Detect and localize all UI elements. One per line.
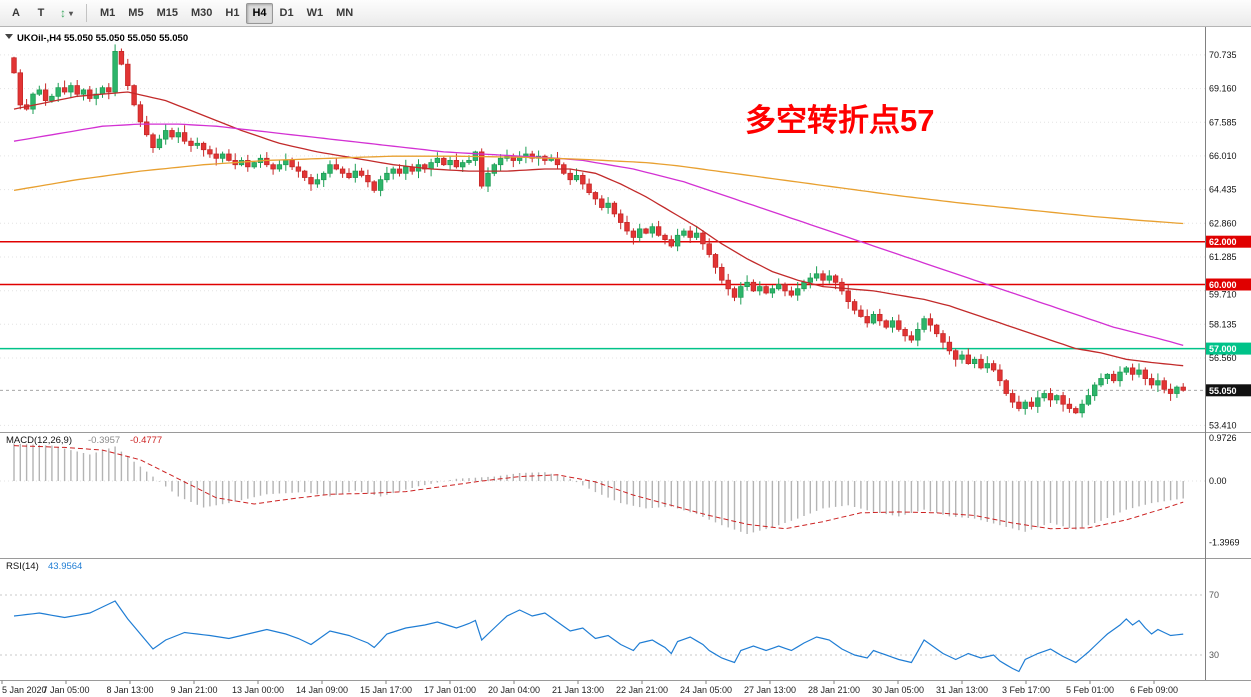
timeframe-button-M15[interactable]: M15 (151, 3, 184, 24)
macd-signal-line (13, 445, 1184, 530)
svg-text:17 Jan 01:00: 17 Jan 01:00 (424, 685, 476, 695)
svg-text:0.9726: 0.9726 (1209, 433, 1237, 443)
svg-text:22 Jan 21:00: 22 Jan 21:00 (616, 685, 668, 695)
timeframe-button-W1[interactable]: W1 (301, 3, 330, 24)
price-tag-60.000: 60.000 (1206, 278, 1251, 291)
svg-text:15 Jan 17:00: 15 Jan 17:00 (360, 685, 412, 695)
svg-text:55.050: 55.050 (1209, 386, 1237, 396)
toolbar: A T ↕ ▾ M1 M5 M15 M30 H1 H4 D1 W1 MN (0, 0, 1251, 27)
svg-text:UKOil-,H4 55.050 55.050 55.050: UKOil-,H4 55.050 55.050 55.050 55.050 (17, 33, 188, 44)
svg-text:59.710: 59.710 (1209, 290, 1237, 300)
price-axis: 70.735 69.160 67.585 66.010 64.435 62.860 61.2… (1205, 27, 1240, 680)
svg-text:30: 30 (1209, 650, 1219, 660)
ma-line-slow-orange (13, 155, 1184, 225)
svg-text:-0.4777: -0.4777 (130, 435, 162, 446)
macd-label: MACD(12,26,9) -0.3957 -0.4777 (6, 435, 162, 446)
svg-text:5 Feb 01:00: 5 Feb 01:00 (1066, 685, 1114, 695)
macd-histogram (13, 443, 1184, 534)
svg-text:多空转折点57: 多空转折点57 (745, 103, 934, 138)
svg-text:64.435: 64.435 (1209, 185, 1237, 195)
panel-separators (0, 432, 1251, 681)
svg-text:-1.3969: -1.3969 (1209, 538, 1240, 548)
svg-text:62.000: 62.000 (1209, 237, 1237, 247)
svg-text:58.135: 58.135 (1209, 319, 1237, 329)
svg-text:5 Jan 2020: 5 Jan 2020 (2, 685, 47, 695)
price-tag-62.000: 62.000 (1206, 235, 1251, 248)
one-click-trading-toggle[interactable] (5, 34, 13, 39)
price-gridlines (0, 54, 1205, 426)
svg-text:13 Jan 00:00: 13 Jan 00:00 (232, 685, 284, 695)
svg-text:3 Feb 17:00: 3 Feb 17:00 (1002, 685, 1050, 695)
svg-text:43.9564: 43.9564 (48, 561, 82, 572)
candlestick-series (11, 44, 1186, 418)
svg-text:62.860: 62.860 (1209, 218, 1237, 228)
svg-text:70.735: 70.735 (1209, 50, 1237, 60)
svg-text:27 Jan 13:00: 27 Jan 13:00 (744, 685, 796, 695)
ma-line-mid-magenta (13, 123, 1184, 347)
svg-text:-0.3957: -0.3957 (88, 435, 120, 446)
timeframe-button-M5[interactable]: M5 (122, 3, 149, 24)
ma-line-fast-red (13, 91, 1184, 367)
svg-text:30 Jan 05:00: 30 Jan 05:00 (872, 685, 924, 695)
toolbar-separator (86, 4, 88, 22)
timeframe-button-MN[interactable]: MN (330, 3, 359, 24)
svg-text:20 Jan 04:00: 20 Jan 04:00 (488, 685, 540, 695)
svg-text:MACD(12,26,9): MACD(12,26,9) (6, 435, 72, 446)
svg-text:67.585: 67.585 (1209, 117, 1237, 127)
svg-text:60.000: 60.000 (1209, 280, 1237, 290)
rsi-levels (0, 594, 1205, 656)
svg-text:57.000: 57.000 (1209, 344, 1237, 354)
svg-text:28 Jan 21:00: 28 Jan 21:00 (808, 685, 860, 695)
svg-text:6 Feb 09:00: 6 Feb 09:00 (1130, 685, 1178, 695)
timeframe-button-H1[interactable]: H1 (219, 3, 245, 24)
svg-text:21 Jan 13:00: 21 Jan 13:00 (552, 685, 604, 695)
price-chart[interactable]: 多空转折点57 UKOil-,H4 55.050 55.050 55.050 55… (0, 27, 1251, 697)
arrows-icon: ↕ (60, 6, 66, 20)
timeframe-button-D1[interactable]: D1 (274, 3, 300, 24)
rsi-label: RSI(14) 43.9564 (6, 561, 82, 572)
timeframe-button-H4[interactable]: H4 (246, 2, 273, 24)
timeframe-button-M1[interactable]: M1 (94, 3, 121, 24)
svg-text:53.410: 53.410 (1209, 420, 1237, 430)
drawing-tools-button[interactable]: ↕ ▾ (54, 3, 79, 24)
svg-text:61.285: 61.285 (1209, 252, 1237, 262)
annotation-text[interactable]: 多空转折点57 (745, 103, 934, 138)
svg-text:56.560: 56.560 (1209, 353, 1237, 363)
text-tool-button[interactable]: T (29, 3, 53, 24)
timeframe-group: M1 M5 M15 M30 H1 H4 D1 W1 MN (94, 2, 359, 24)
chevron-down-icon: ▾ (69, 8, 74, 18)
svg-text:8 Jan 13:00: 8 Jan 13:00 (106, 685, 153, 695)
chart-title: UKOil-,H4 55.050 55.050 55.050 55.050 (17, 33, 188, 44)
svg-text:66.010: 66.010 (1209, 151, 1237, 161)
svg-text:70: 70 (1209, 590, 1219, 600)
rsi-line (13, 600, 1184, 673)
svg-text:0.00: 0.00 (1209, 476, 1227, 486)
svg-text:7 Jan 05:00: 7 Jan 05:00 (42, 685, 89, 695)
current-price-tag: 55.050 (1206, 384, 1251, 397)
svg-text:31 Jan 13:00: 31 Jan 13:00 (936, 685, 988, 695)
arrow-tool-button[interactable]: A (4, 3, 28, 24)
svg-text:14 Jan 09:00: 14 Jan 09:00 (296, 685, 348, 695)
svg-text:69.160: 69.160 (1209, 84, 1237, 94)
svg-text:24 Jan 05:00: 24 Jan 05:00 (680, 685, 732, 695)
svg-text:RSI(14): RSI(14) (6, 561, 39, 572)
timeframe-button-M30[interactable]: M30 (185, 3, 218, 24)
svg-text:9 Jan 21:00: 9 Jan 21:00 (170, 685, 217, 695)
price-tag-57.000: 57.000 (1206, 342, 1251, 355)
